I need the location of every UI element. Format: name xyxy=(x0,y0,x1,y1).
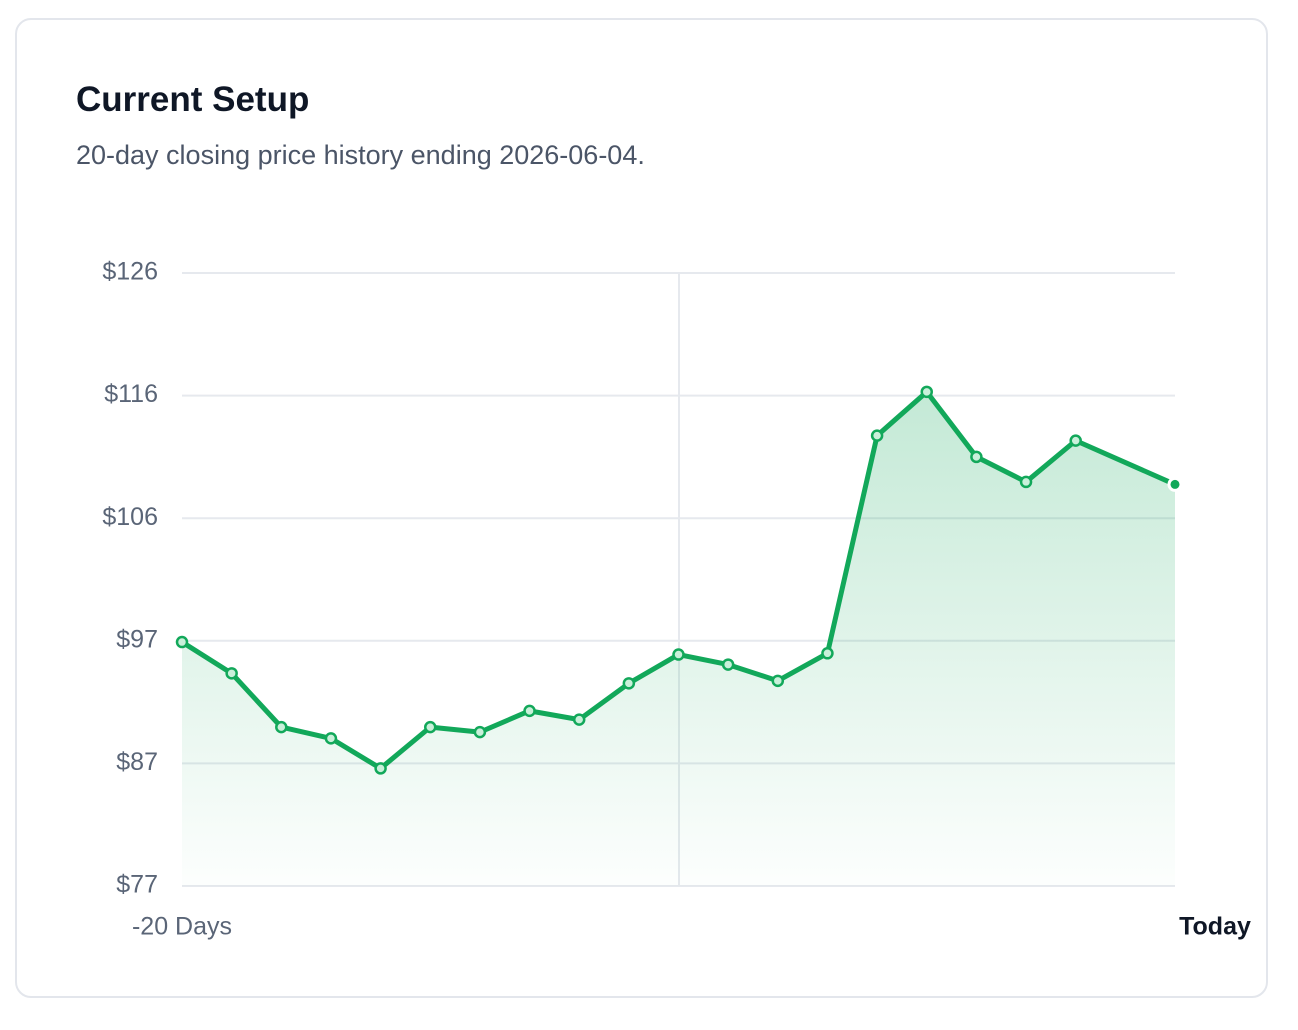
point xyxy=(821,647,834,660)
point xyxy=(622,677,636,690)
point xyxy=(175,635,189,649)
y-tick-label: $97 xyxy=(116,625,158,653)
point xyxy=(473,725,487,739)
point xyxy=(275,720,288,734)
point xyxy=(424,720,437,734)
y-tick-label: $126 xyxy=(102,258,158,286)
y-tick-label: $87 xyxy=(116,748,158,776)
card xyxy=(15,18,1268,998)
chart-title: Current Setup xyxy=(76,80,310,119)
point xyxy=(1019,475,1033,489)
point xyxy=(870,429,884,442)
point xyxy=(1069,434,1082,447)
x-tick-label: Today xyxy=(1179,913,1251,941)
chart-subtitle: 20-day closing price history ending 2026… xyxy=(76,140,645,170)
point xyxy=(920,385,933,399)
point xyxy=(324,732,338,745)
y-tick-label: $106 xyxy=(102,503,158,531)
area xyxy=(182,391,1175,886)
point xyxy=(1167,476,1183,492)
point xyxy=(771,674,785,688)
x-tick-label: -20 Days xyxy=(132,913,232,941)
point xyxy=(572,713,586,726)
point xyxy=(672,648,685,661)
y-tick-label: $77 xyxy=(116,871,158,899)
line xyxy=(180,389,1177,771)
point xyxy=(721,658,735,671)
point xyxy=(374,762,387,775)
point xyxy=(225,667,238,680)
y-tick-label: $116 xyxy=(104,380,158,408)
point xyxy=(523,704,536,718)
point xyxy=(970,450,983,464)
